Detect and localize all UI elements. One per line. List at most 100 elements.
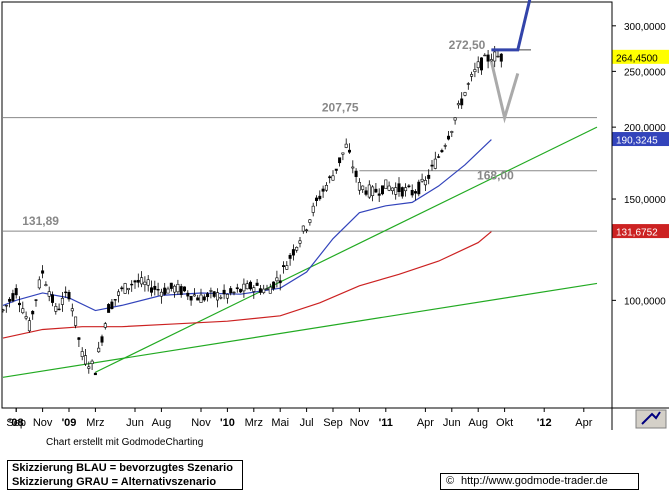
- candle-body: [179, 286, 183, 295]
- candle-body: [202, 296, 206, 301]
- value-tag-bg-0: [612, 49, 669, 64]
- candle-body: [249, 281, 253, 290]
- candle-body: [410, 189, 414, 196]
- candle-body: [8, 298, 12, 302]
- candle-body: [209, 290, 213, 292]
- x-tick-label: Okt: [496, 417, 513, 429]
- level-label: 207,75: [322, 101, 359, 115]
- candle-body: [344, 143, 348, 148]
- candle-body: [212, 291, 216, 297]
- candle-body: [235, 287, 239, 290]
- candle-body: [143, 281, 147, 285]
- x-tick-label: Jun: [126, 417, 144, 429]
- candle-body: [186, 292, 190, 297]
- candle-body: [324, 184, 328, 191]
- y-tick-label: 300,0000: [624, 22, 666, 33]
- candle-body: [11, 293, 15, 302]
- candle-body: [245, 283, 249, 290]
- scenario-path-1: [489, 61, 520, 124]
- candle-body: [295, 246, 299, 251]
- y-tick-label: 150,0000: [624, 195, 666, 206]
- x-tick-label: Nov: [350, 417, 370, 429]
- x-tick-label: '10: [220, 417, 235, 429]
- candle-body: [473, 69, 477, 72]
- candle-body: [252, 287, 256, 292]
- chart-background: [0, 0, 669, 430]
- candle-body: [93, 372, 97, 376]
- candle-body: [430, 164, 434, 167]
- x-tick-label: Mai: [271, 417, 289, 429]
- candle-body: [183, 286, 187, 292]
- candle-body: [159, 291, 163, 297]
- source-url[interactable]: http://www.godmode-trader.de: [461, 475, 608, 487]
- candle-body: [427, 174, 431, 179]
- candle-body: [417, 181, 421, 195]
- candle-body: [364, 190, 368, 195]
- candle-body: [37, 279, 41, 289]
- candle-body: [232, 291, 236, 294]
- candle-body: [41, 270, 45, 274]
- candle-body: [258, 288, 262, 293]
- level-label: 272,50: [449, 38, 486, 52]
- toolbar-icon-glyph: [641, 411, 661, 425]
- level-label: 168,00: [477, 169, 514, 183]
- candle-body: [476, 61, 480, 69]
- candle-body: [21, 308, 25, 314]
- candle-body: [54, 306, 58, 312]
- candle-body: [107, 304, 111, 313]
- candles: [1, 45, 503, 376]
- candle-body: [268, 286, 272, 294]
- x-tick-label: Sep: [6, 417, 26, 429]
- candle-body: [420, 178, 424, 182]
- candle-body: [225, 294, 229, 299]
- candle-body: [305, 229, 309, 231]
- candle-body: [70, 308, 74, 312]
- candle-body: [100, 336, 104, 343]
- candle-body: [192, 294, 196, 297]
- candle-body: [443, 145, 447, 147]
- candle-body: [130, 283, 134, 286]
- candle-body: [97, 347, 101, 353]
- candle-body: [229, 288, 233, 294]
- candle-body: [255, 282, 259, 286]
- candle-body: [272, 281, 276, 289]
- y-tick-label: 100,0000: [624, 296, 666, 307]
- candle-body: [120, 287, 124, 290]
- candle-body: [301, 225, 305, 232]
- trend-line-0: [95, 126, 598, 373]
- candle-body: [334, 168, 338, 171]
- level-label: 131,89: [22, 214, 59, 228]
- legend-gray-scenario: Skizzierung GRAU = Alternativszenario: [12, 476, 217, 488]
- trend-line-1: [2, 282, 598, 378]
- candle-body: [361, 185, 365, 190]
- candle-body: [265, 288, 269, 290]
- candle-body: [413, 191, 417, 194]
- moving-average-1: [2, 231, 492, 339]
- candle-body: [44, 284, 48, 287]
- toolbar-icon[interactable]: [635, 409, 667, 429]
- scenario-path-0: [491, 0, 532, 52]
- candle-body: [281, 265, 285, 267]
- candle-body: [4, 305, 8, 307]
- candle-body: [351, 166, 355, 169]
- source-url-box[interactable]: © http://www.godmode-trader.de: [440, 473, 639, 490]
- x-tick-label: '12: [537, 417, 552, 429]
- value-tag-bg-2: [612, 224, 669, 239]
- candle-body: [450, 131, 454, 133]
- value-tag-label: 131,6752: [616, 228, 658, 239]
- candle-body: [377, 193, 381, 196]
- candle-body: [460, 98, 464, 106]
- candle-body: [496, 55, 500, 58]
- candle-body: [113, 299, 117, 301]
- candle-body: [123, 283, 127, 294]
- candle-body: [404, 187, 408, 192]
- candle-body: [31, 310, 35, 315]
- candle-body: [239, 288, 243, 293]
- candle-body: [298, 240, 302, 244]
- candle-body: [27, 320, 31, 332]
- candle-body: [321, 188, 325, 192]
- candle-body: [196, 297, 200, 301]
- candle-body: [150, 287, 154, 293]
- candle-body: [400, 187, 404, 197]
- candle-body: [483, 54, 487, 57]
